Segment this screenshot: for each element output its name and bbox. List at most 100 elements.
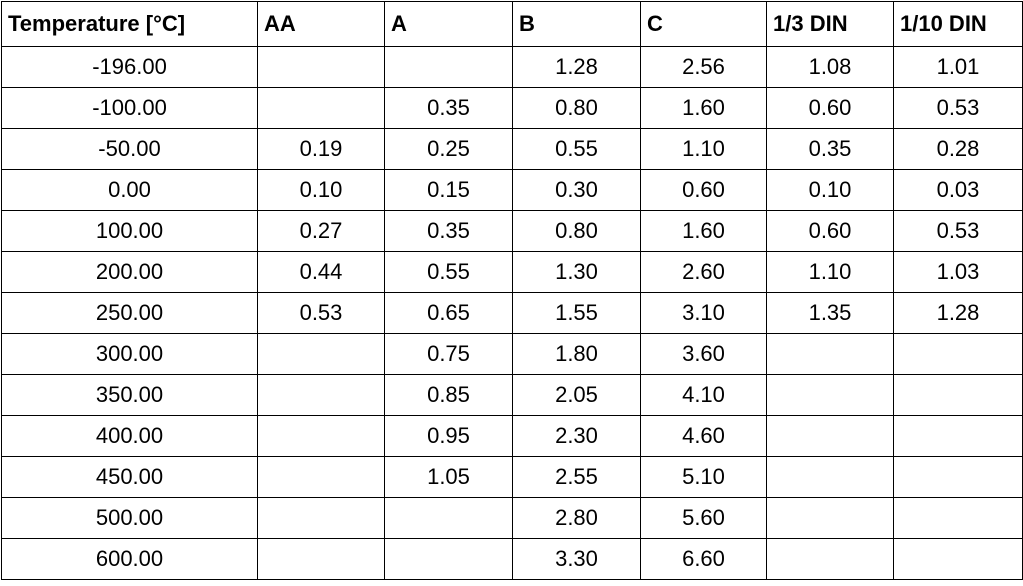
table-row: 350.00 0.85 2.05 4.10: [1, 374, 1023, 416]
table-row: 0.00 0.10 0.15 0.30 0.60 0.10 0.03: [1, 169, 1023, 211]
header-cell: B: [512, 1, 641, 47]
table-body: -196.00 1.28 2.56 1.08 1.01 -100.00 0.35 0.80 1.…: [1, 46, 1023, 580]
table-cell: 1.08: [766, 46, 894, 88]
table-cell: 3.10: [640, 292, 767, 334]
table-cell: [766, 333, 894, 375]
table-cell: 0.00: [1, 169, 258, 211]
table-row: 250.00 0.53 0.65 1.55 3.10 1.35 1.28: [1, 292, 1023, 334]
table-cell: 1.10: [766, 251, 894, 293]
table-row: -50.00 0.19 0.25 0.55 1.10 0.35 0.28: [1, 128, 1023, 170]
table-cell: 0.53: [893, 87, 1023, 129]
table-cell: [384, 46, 513, 88]
header-cell: Temperature [°C]: [1, 1, 258, 47]
table-cell: 1.01: [893, 46, 1023, 88]
table-row: 600.00 3.30 6.60: [1, 538, 1023, 580]
table-cell: [766, 538, 894, 580]
table-cell: [257, 374, 385, 416]
table-cell: [384, 538, 513, 580]
table-cell: 450.00: [1, 456, 258, 498]
table-cell: [257, 333, 385, 375]
table-cell: 1.28: [512, 46, 641, 88]
table-cell: 1.28: [893, 292, 1023, 334]
table-cell: 1.05: [384, 456, 513, 498]
table-cell: 0.53: [893, 210, 1023, 252]
table-cell: 0.60: [766, 87, 894, 129]
table-cell: 0.35: [766, 128, 894, 170]
table-cell: 4.10: [640, 374, 767, 416]
table-cell: 0.03: [893, 169, 1023, 211]
table-cell: -100.00: [1, 87, 258, 129]
table-cell: [257, 497, 385, 539]
table-cell: 0.75: [384, 333, 513, 375]
table-row: 200.00 0.44 0.55 1.30 2.60 1.10 1.03: [1, 251, 1023, 293]
header-cell: C: [640, 1, 767, 47]
table-cell: [257, 415, 385, 457]
table-cell: 0.30: [512, 169, 641, 211]
table-cell: -196.00: [1, 46, 258, 88]
table-cell: 0.35: [384, 87, 513, 129]
table-cell: -50.00: [1, 128, 258, 170]
table-cell: [766, 497, 894, 539]
table-cell: [257, 46, 385, 88]
table-cell: 0.80: [512, 87, 641, 129]
table-cell: [766, 456, 894, 498]
table-cell: 2.80: [512, 497, 641, 539]
table-cell: 0.53: [257, 292, 385, 334]
table-cell: 0.15: [384, 169, 513, 211]
table-cell: [766, 415, 894, 457]
table-cell: 0.25: [384, 128, 513, 170]
table-cell: [766, 374, 894, 416]
table-cell: 0.60: [640, 169, 767, 211]
table-cell: 0.80: [512, 210, 641, 252]
table-cell: 1.03: [893, 251, 1023, 293]
table-row: -196.00 1.28 2.56 1.08 1.01: [1, 46, 1023, 88]
table-cell: [257, 538, 385, 580]
table-cell: 100.00: [1, 210, 258, 252]
table-cell: 0.95: [384, 415, 513, 457]
table-row: 100.00 0.27 0.35 0.80 1.60 0.60 0.53: [1, 210, 1023, 252]
table-cell: 3.30: [512, 538, 641, 580]
table-cell: 1.60: [640, 87, 767, 129]
table-cell: 1.30: [512, 251, 641, 293]
table-cell: [893, 497, 1023, 539]
table-cell: 200.00: [1, 251, 258, 293]
table-cell: 2.30: [512, 415, 641, 457]
header-row: Temperature [°C] AA A B C 1/3 DIN 1/10 DIN: [1, 1, 1023, 47]
table-row: 450.00 1.05 2.55 5.10: [1, 456, 1023, 498]
table-cell: 3.60: [640, 333, 767, 375]
table-cell: 0.65: [384, 292, 513, 334]
table-head: Temperature [°C] AA A B C 1/3 DIN 1/10 DIN: [1, 1, 1023, 47]
table-cell: [893, 538, 1023, 580]
table-cell: [257, 456, 385, 498]
table-cell: 0.28: [893, 128, 1023, 170]
table-cell: [257, 87, 385, 129]
header-cell: 1/3 DIN: [766, 1, 894, 47]
table-cell: [893, 374, 1023, 416]
table-row: 400.00 0.95 2.30 4.60: [1, 415, 1023, 457]
table-row: -100.00 0.35 0.80 1.60 0.60 0.53: [1, 87, 1023, 129]
table-cell: 0.44: [257, 251, 385, 293]
table-cell: [384, 497, 513, 539]
table-cell: 2.05: [512, 374, 641, 416]
table-cell: 350.00: [1, 374, 258, 416]
table-cell: 0.19: [257, 128, 385, 170]
table-cell: 0.55: [512, 128, 641, 170]
table-cell: 1.10: [640, 128, 767, 170]
table-row: 300.00 0.75 1.80 3.60: [1, 333, 1023, 375]
table-cell: 2.60: [640, 251, 767, 293]
table-cell: 0.27: [257, 210, 385, 252]
table-cell: 0.85: [384, 374, 513, 416]
header-cell: A: [384, 1, 513, 47]
table-cell: 0.35: [384, 210, 513, 252]
table-cell: 5.60: [640, 497, 767, 539]
table-cell: [893, 415, 1023, 457]
table-cell: 2.56: [640, 46, 767, 88]
table-cell: 300.00: [1, 333, 258, 375]
table-cell: 1.60: [640, 210, 767, 252]
table-row: 500.00 2.80 5.60: [1, 497, 1023, 539]
table-cell: 1.80: [512, 333, 641, 375]
table-cell: 4.60: [640, 415, 767, 457]
table-cell: 5.10: [640, 456, 767, 498]
table-cell: 0.10: [766, 169, 894, 211]
